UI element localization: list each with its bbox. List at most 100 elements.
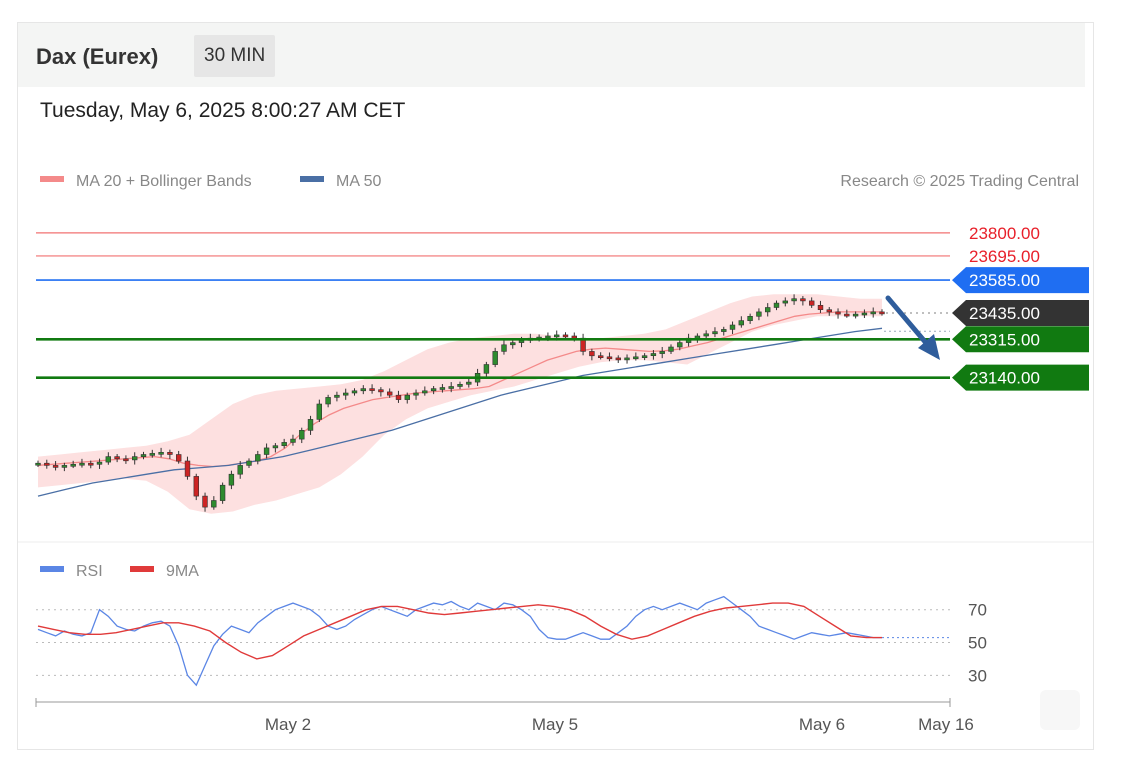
candle-body: [835, 311, 841, 315]
candle: [879, 309, 885, 316]
candle: [606, 352, 613, 362]
candle: [703, 330, 709, 339]
candle: [281, 438, 287, 449]
level-tag-pivot: [952, 267, 1089, 294]
candle-body: [325, 397, 331, 405]
candle-body: [140, 454, 147, 458]
candle-body: [193, 476, 199, 497]
candle: [44, 459, 50, 469]
x-tick-label: May 6: [799, 715, 845, 734]
candle: [404, 392, 410, 404]
candle: [817, 300, 824, 313]
rsi-legend-label: RSI: [76, 563, 103, 580]
candle: [263, 443, 270, 459]
candle-body: [589, 351, 595, 357]
candle-body: [448, 386, 454, 389]
candle-body: [386, 391, 393, 396]
candle: [457, 381, 463, 390]
candle-body: [624, 357, 630, 361]
candle: [870, 307, 876, 318]
candle-body: [677, 342, 683, 348]
candle: [747, 313, 753, 324]
candle-body: [132, 456, 138, 461]
scroll-to-latest-button[interactable]: [1040, 690, 1080, 730]
candle: [597, 352, 604, 360]
candle-body: [61, 465, 68, 468]
candle-body: [808, 300, 815, 306]
candle: [721, 326, 727, 336]
x-tick-label: May 16: [918, 715, 974, 734]
candle-body: [729, 324, 736, 330]
candle-body: [721, 329, 727, 332]
candle: [52, 461, 59, 471]
candle-body: [659, 351, 665, 354]
candle-body: [202, 495, 208, 508]
candle-body: [70, 463, 76, 467]
candle-body: [694, 335, 701, 339]
candle: [791, 294, 797, 305]
candle: [483, 361, 490, 378]
candle: [738, 316, 745, 328]
candle-body: [272, 445, 279, 449]
rsi-tick-label: 50: [968, 634, 987, 653]
candle: [307, 415, 314, 435]
candle-body: [158, 451, 164, 455]
candle: [149, 449, 155, 458]
forecast-arrow: [885, 295, 940, 360]
candle-body: [342, 392, 349, 396]
candle-body: [263, 447, 270, 455]
candle-body: [79, 462, 85, 466]
research-credit: Research © 2025 Trading Central: [840, 173, 1079, 190]
candle-body: [562, 334, 569, 338]
chart-card: Dax (Eurex) 30 MIN Tuesday, May 6, 2025 …: [17, 22, 1094, 750]
candle-body: [184, 460, 191, 477]
ma50-legend-swatch: [300, 176, 324, 182]
candle-body: [545, 335, 551, 339]
candle: [88, 460, 94, 469]
ma9-legend-swatch: [130, 566, 154, 572]
candle: [61, 462, 68, 472]
candle-body: [764, 307, 771, 313]
candle-body: [211, 500, 217, 508]
candle: [272, 443, 279, 453]
candle-body: [378, 389, 384, 393]
candle-body: [483, 364, 490, 374]
candle-body: [299, 429, 305, 440]
timestamp: Tuesday, May 6, 2025 8:00:27 AM CET: [40, 99, 406, 122]
candle: [800, 296, 806, 306]
candle: [246, 458, 252, 469]
rsi-tick-label: 70: [968, 601, 987, 620]
candle: [351, 388, 358, 396]
candle-body: [246, 460, 252, 466]
candle: [448, 382, 454, 393]
candle-body: [96, 461, 103, 465]
candle-body: [255, 454, 261, 462]
candle-body: [88, 462, 94, 466]
candle-body: [439, 387, 446, 390]
candle: [659, 346, 665, 359]
candle: [334, 391, 340, 402]
ma20-legend-swatch: [40, 176, 64, 182]
candle-body: [219, 484, 226, 501]
candle-body: [123, 458, 129, 462]
candle: [782, 297, 789, 307]
chart-header: Dax (Eurex) 30 MIN: [18, 23, 1085, 87]
candle: [764, 303, 771, 317]
candle-body: [861, 312, 868, 316]
candle: [96, 458, 103, 469]
rsi-panel: 70 50 30: [36, 595, 987, 687]
candle-body: [606, 356, 613, 360]
candle-body: [826, 309, 833, 313]
candle: [562, 332, 569, 339]
candle: [123, 455, 129, 464]
interval-selector[interactable]: 30 MIN: [194, 35, 276, 77]
candle: [105, 452, 112, 465]
ma50-legend-label: MA 50: [336, 173, 381, 190]
candle: [615, 355, 622, 363]
candle: [501, 340, 507, 355]
candle-body: [817, 304, 824, 310]
candle-body: [492, 351, 498, 365]
candle-body: [800, 298, 806, 302]
ma50-line: [37, 327, 883, 497]
